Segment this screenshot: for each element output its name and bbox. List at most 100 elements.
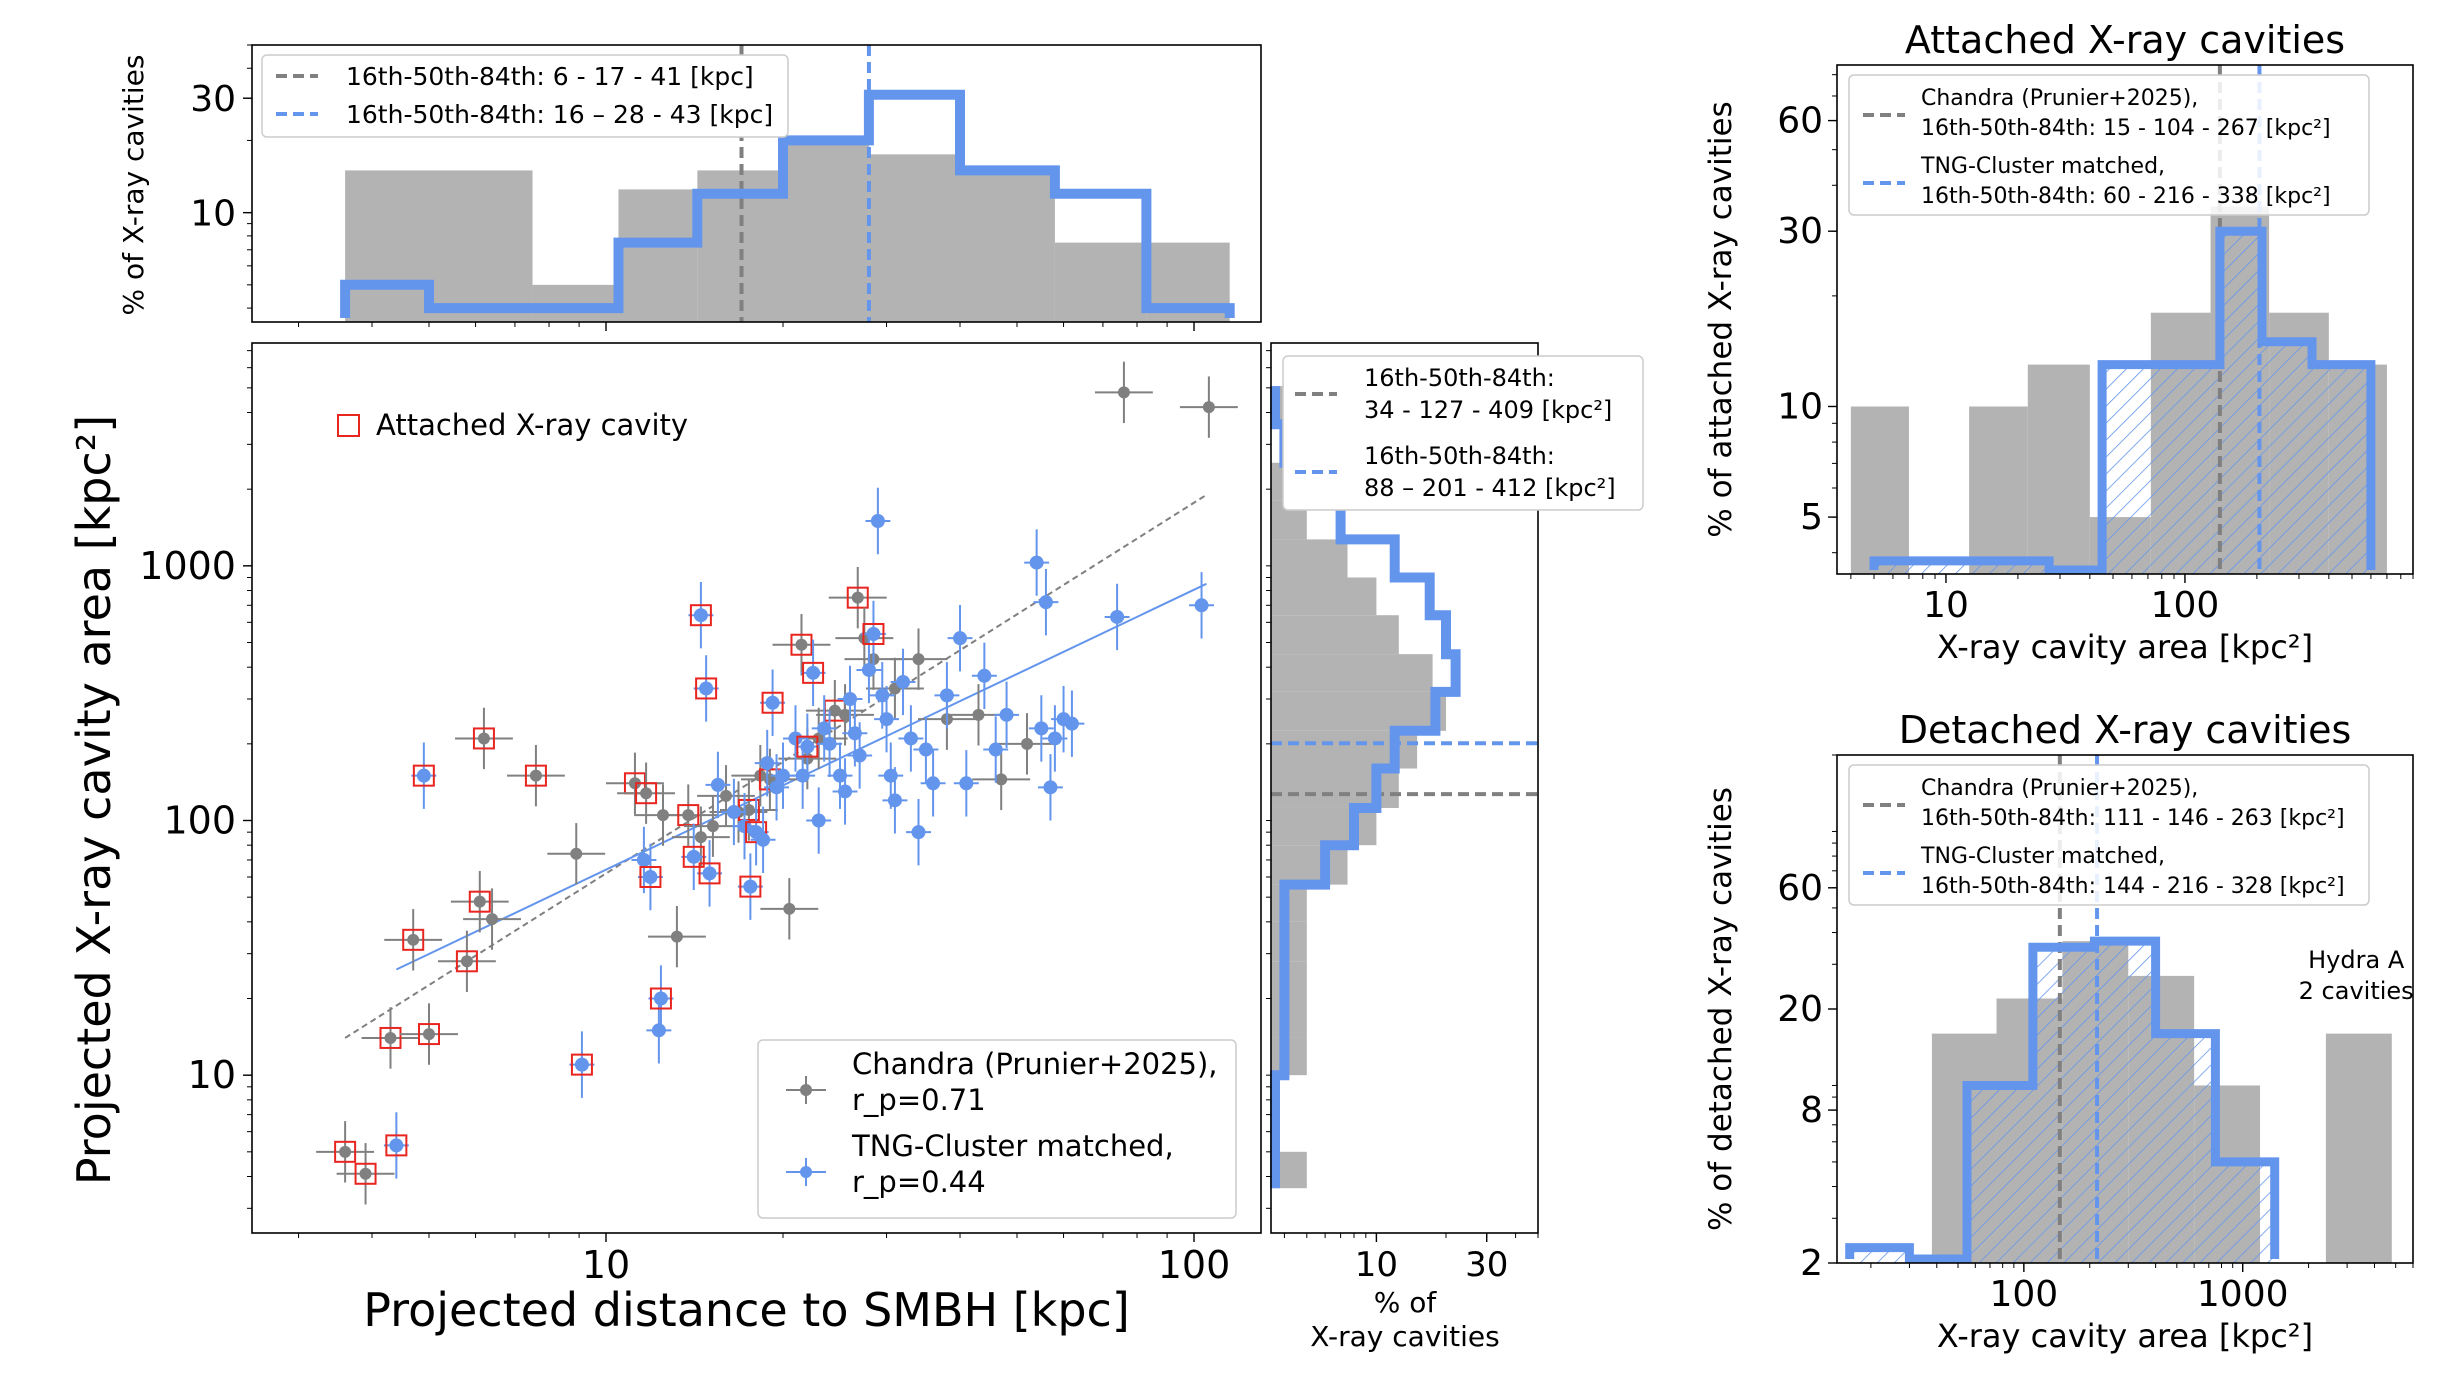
- tng-point: [760, 756, 775, 771]
- detached-hist-tng-hatch: [2032, 947, 2095, 1263]
- tng-point: [847, 726, 862, 741]
- attached-cavity-marker: [570, 1053, 593, 1076]
- attached-legend-marker: [337, 414, 360, 437]
- tng-point: [870, 514, 885, 528]
- detached-hist-legend-box: [1848, 764, 2370, 906]
- tng-point: [726, 804, 741, 819]
- scatter-plot-area: [251, 342, 1262, 1234]
- attached-cavity-marker: [639, 866, 662, 888]
- tng-point: [939, 688, 954, 703]
- detached-hist-y-tick-label: 60: [1777, 868, 1823, 909]
- chandra-point: [529, 769, 542, 782]
- chandra-point: [694, 831, 707, 844]
- chandra-point: [384, 1031, 397, 1044]
- scatter-y-tick-label: 10: [188, 1053, 236, 1097]
- chandra-hist-bar: [1271, 615, 1399, 655]
- tng-point: [389, 1138, 404, 1153]
- scatter-x-axis-label: Projected distance to SMBH [kpc]: [363, 1283, 1130, 1337]
- attached-cavity-marker: [802, 661, 825, 684]
- chandra-point: [783, 902, 796, 915]
- legend-tng-percentiles: 16th-50th-84th: 16 – 28 - 43 [kpc]: [346, 100, 773, 129]
- tng-point: [769, 780, 784, 795]
- detached-hist-y-tick-label: 2: [1800, 1243, 1823, 1284]
- tng-point: [866, 626, 881, 641]
- attached-hist-x-axis-label: X-ray cavity area [kpc²]: [1937, 628, 2313, 666]
- chandra-point: [682, 809, 695, 822]
- right-hist-plot-area: [1270, 342, 1539, 1234]
- attached-legend-label: Attached X-ray cavity: [376, 408, 688, 442]
- tng-point: [756, 832, 771, 847]
- tng-point: [1110, 609, 1125, 624]
- tng-point: [1194, 598, 1209, 613]
- chandra-point: [477, 732, 490, 745]
- tng-point: [832, 768, 847, 783]
- legend-chandra-percentiles-title: 16th-50th-84th:: [1364, 364, 1555, 392]
- attached-cavity-marker: [677, 804, 700, 827]
- attached-cavity-marker: [689, 604, 712, 627]
- tng-point: [1064, 716, 1079, 731]
- top-hist-y-tick-label: 10: [190, 194, 236, 235]
- attached-hist-legend-box: [1848, 74, 2370, 216]
- legend-chandra-marker: [800, 1084, 812, 1096]
- tng-point: [693, 608, 708, 623]
- top-histogram-panel: 10 30 % of X-ray cavities 16th-50th-84th: 6…: [117, 44, 1262, 331]
- chandra-hist-bar: [1271, 807, 1377, 846]
- tng-point: [811, 813, 826, 828]
- chandra-point: [995, 773, 1008, 786]
- tng-point: [699, 681, 714, 696]
- attached-hist-legend-chandra-percentiles: 16th-50th-84th: 15 - 104 - 267 [kpc²]: [1921, 116, 2331, 141]
- detached-hist-y-tick-label: 20: [1777, 989, 1823, 1030]
- attached-cavity-marker: [418, 1023, 441, 1046]
- attached-hist-chandra-bar: [1969, 406, 2028, 574]
- tng-point: [702, 866, 717, 881]
- detached-hist-legend-tng-name: TNG-Cluster matched,: [1920, 844, 2165, 869]
- attached-histogram-panel: 10 100 5 10 30 60 Attached X-ray cavities X-ray…: [1703, 18, 2414, 666]
- detached-hist-x-tick-label: 1000: [2197, 1274, 2289, 1315]
- chandra-point: [1202, 401, 1215, 414]
- chandra-point: [486, 913, 499, 926]
- legend-tng-marker: [800, 1166, 812, 1178]
- detached-hist-x-tick-label: 100: [1990, 1274, 2059, 1315]
- attached-hist-legend-chandra-name: Chandra (Prunier+2025),: [1921, 86, 2198, 111]
- scatter-panel: 10 100 10 100 1000 Projected distance to SMBH…: [67, 342, 1262, 1337]
- tng-point: [817, 721, 832, 736]
- attached-cavity-marker: [846, 586, 869, 609]
- attached-hist-y-axis-label: % of attached X-ray cavities: [1703, 101, 1739, 537]
- chandra-point: [460, 955, 473, 968]
- attached-cavity-marker: [745, 821, 768, 844]
- chandra-point: [851, 591, 864, 604]
- tng-point: [926, 776, 941, 791]
- attached-hist-y-tick-label: 30: [1777, 211, 1823, 252]
- attached-cavity-marker: [385, 1134, 408, 1157]
- detached-hist-y-axis-label: % of detached X-ray cavities: [1703, 787, 1739, 1231]
- chandra-point: [339, 1145, 352, 1158]
- attached-cavity-marker: [739, 875, 762, 898]
- attached-hist-y-tick-label: 5: [1800, 497, 1823, 538]
- right-histogram-panel: 10 30 % ofX-ray cavities 16th-50th-84th: 34 …: [1266, 342, 1644, 1353]
- attached-hist-x-tick-label: 10: [1923, 585, 1969, 626]
- chandra-point: [812, 732, 825, 745]
- detached-hist-tng-hatch: [2094, 941, 2156, 1263]
- detached-hist-title: Detached X-ray cavities: [1899, 708, 2352, 752]
- attached-cavity-marker: [761, 691, 784, 714]
- tng-point: [852, 748, 867, 763]
- detached-hist-x-axis-label: X-ray cavity area [kpc²]: [1937, 1317, 2313, 1355]
- chandra-hist-bar: [1271, 654, 1433, 692]
- tng-point: [776, 768, 791, 783]
- attached-cavity-marker: [635, 782, 658, 805]
- chandra-hist-bar: [429, 170, 533, 322]
- attached-hist-tng-hatch: [2219, 231, 2262, 574]
- detached-hist-tng-step: [1845, 936, 2280, 1264]
- chandra-hist-bar: [618, 189, 698, 322]
- chandra-point: [423, 1028, 436, 1041]
- tng-point: [999, 707, 1014, 722]
- attached-cavity-marker: [334, 1140, 357, 1163]
- detached-hist-annotation-line1: Hydra A: [2308, 946, 2405, 974]
- chandra-hist-bar: [1271, 845, 1348, 885]
- chandra-hist-bar: [1271, 691, 1447, 731]
- tng-point: [887, 793, 902, 808]
- tng-hist-step: [340, 89, 1235, 318]
- legend-chandra-percentiles: 16th-50th-84th: 6 - 17 - 41 [kpc]: [346, 62, 754, 91]
- tng-point: [710, 777, 725, 792]
